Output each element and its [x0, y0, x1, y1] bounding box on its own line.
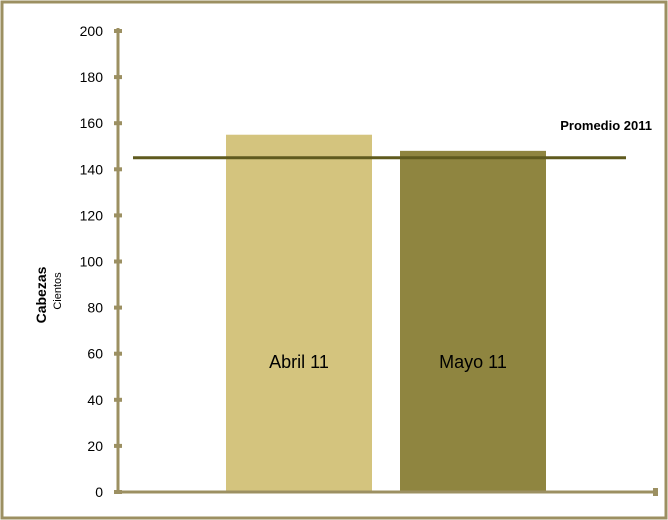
y-tick-label: 120 — [80, 207, 104, 223]
y-axis-unit-label: Cientos — [52, 272, 64, 310]
average-label: Promedio 2011 — [560, 118, 652, 133]
y-tick-label: 200 — [80, 23, 104, 39]
y-tick-label: 100 — [80, 254, 104, 270]
bar-abril — [226, 134, 372, 492]
y-tick-label: 40 — [87, 392, 103, 408]
bars: Abril 11 Mayo 11 — [226, 134, 546, 493]
y-tick-label: 20 — [87, 438, 103, 454]
y-tick-label: 140 — [80, 161, 104, 177]
y-tick-label: 0 — [95, 484, 103, 500]
y-tick-label: 160 — [80, 115, 104, 131]
y-tick-label: 80 — [87, 300, 103, 316]
bar-mayo — [400, 150, 546, 493]
bar-category-label: Mayo 11 — [439, 352, 507, 372]
y-axis-ticks: 0 20 40 60 80 100 120 140 160 180 200 — [80, 23, 122, 500]
y-tick-label: 180 — [80, 69, 104, 85]
y-tick-label: 60 — [87, 346, 103, 362]
bar-category-label: Abril 11 — [269, 352, 329, 372]
x-axis-end-tick — [653, 488, 658, 496]
y-axis-label: Cabezas — [33, 266, 49, 323]
